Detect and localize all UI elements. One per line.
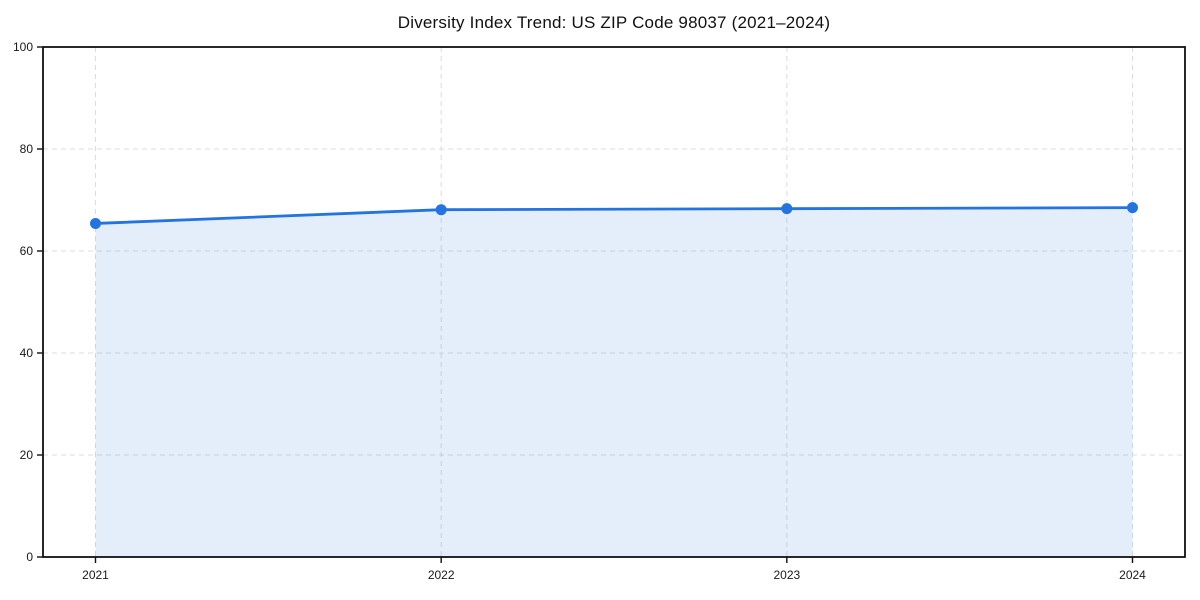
data-point [435,204,447,216]
y-tick-label: 0 [26,550,33,564]
x-tick-label: 2024 [1119,568,1146,582]
y-tick-label: 60 [20,244,34,258]
x-tick-label: 2023 [773,568,800,582]
y-tick-label: 40 [20,346,34,360]
y-tick-label: 20 [20,448,34,462]
data-point [90,217,101,229]
plot-border [42,46,1186,558]
x-tick-label: 2021 [82,568,109,582]
y-tick-label: 100 [13,40,33,54]
data-point [1127,202,1138,214]
trend-line [94,206,1134,225]
chart-title: Diversity Index Trend: US ZIP Code 98037… [397,13,831,32]
data-point [781,203,793,215]
x-tick-label: 2022 [428,568,455,582]
y-tick-label: 80 [20,142,34,156]
area-fill [95,207,1133,557]
